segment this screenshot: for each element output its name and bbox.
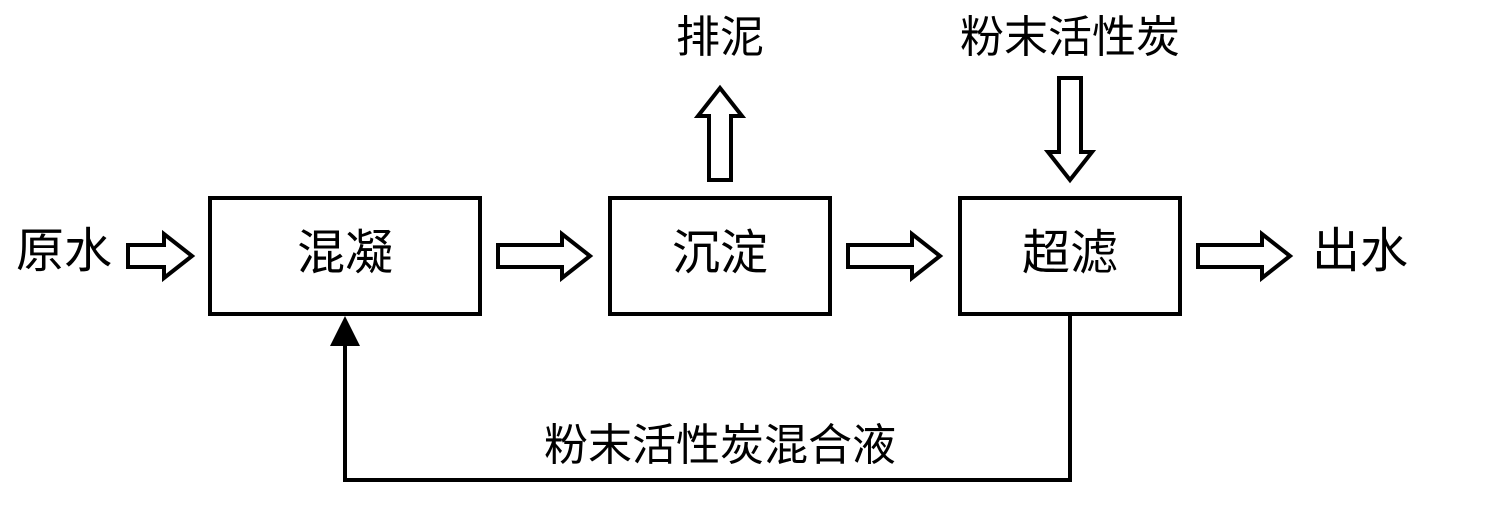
arrow-v_down_pac	[1048, 78, 1092, 180]
label-effluent: 出水	[1312, 225, 1408, 278]
arrow-h1	[128, 234, 192, 278]
box-label-ultrafiltration: 超滤	[1022, 227, 1118, 280]
label-raw-water: 原水	[16, 225, 112, 278]
label-pac-in: 粉末活性炭	[960, 13, 1180, 62]
arrow-h2	[498, 234, 590, 278]
arrow-v_up_sludge	[698, 88, 742, 180]
arrow-h4	[1198, 234, 1290, 278]
box-label-coagulation: 混凝	[297, 227, 393, 280]
label-sludge: 排泥	[676, 13, 764, 62]
label-pac-mix: 粉末活性炭混合液	[544, 421, 896, 470]
flow-diagram: 混凝 沉淀 超滤 原水 出水 排泥 粉末活性炭粉末活性炭混合液	[0, 0, 1505, 532]
box-label-sedimentation: 沉淀	[672, 227, 768, 280]
feedback-arrowhead	[330, 316, 360, 346]
arrow-h3	[848, 234, 940, 278]
